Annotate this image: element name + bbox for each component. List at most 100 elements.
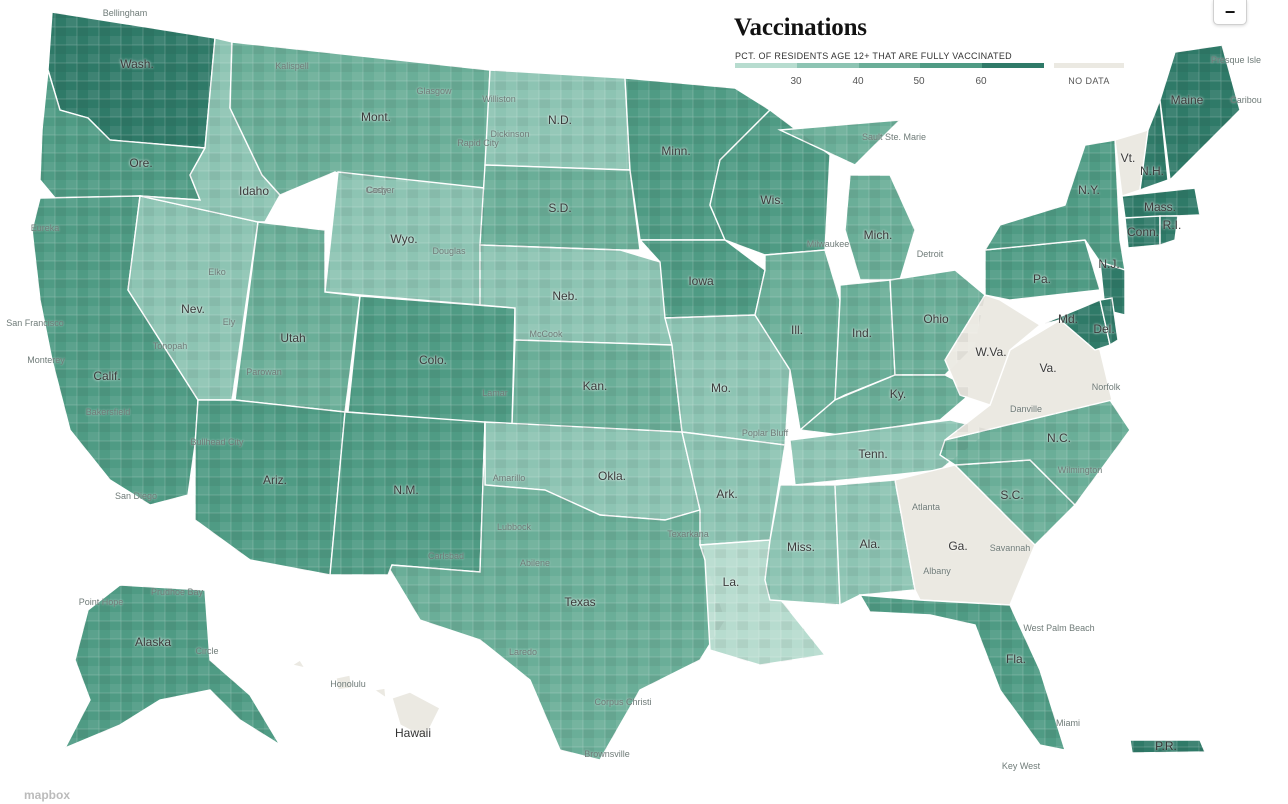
- city-label: Parowan: [246, 367, 282, 377]
- legend-swatch-0: [735, 63, 797, 68]
- state-label-ks: Kan.: [582, 379, 608, 393]
- city-label: Ely: [222, 317, 236, 327]
- state-label-fl: Fla.: [1005, 652, 1027, 666]
- city-label: Texarkana: [667, 529, 709, 539]
- city-label: Key West: [1001, 761, 1041, 771]
- state-label-de: Del.: [1093, 322, 1115, 336]
- city-label: Kalispell: [275, 61, 309, 71]
- city-label: Miami: [1056, 718, 1080, 728]
- state-label-nm: N.M.: [393, 483, 419, 497]
- city-label: McCook: [529, 329, 563, 339]
- state-label-sc: S.C.: [1000, 488, 1024, 502]
- city-label: Abilene: [519, 558, 551, 568]
- state-label-vt: Vt.: [1120, 151, 1136, 165]
- city-label: Eureka: [30, 223, 60, 233]
- state-label-nj: N.J.: [1098, 257, 1120, 271]
- city-label: Atlanta: [911, 502, 941, 512]
- city-label: Amarillo: [492, 473, 526, 483]
- city-label: Prudhoe Bay: [150, 587, 204, 597]
- city-label: West Palm Beach: [1023, 623, 1095, 633]
- state-label-ms: Miss.: [787, 540, 815, 554]
- state-label-mt: Mont.: [360, 110, 392, 124]
- state-label-nv: Nev.: [181, 302, 205, 316]
- city-label: Detroit: [916, 249, 944, 259]
- state-label-la: La.: [722, 575, 740, 589]
- city-label: San Francisco: [6, 318, 64, 328]
- state-region-ak[interactable]: [63, 584, 281, 750]
- state-label-wi: Wis.: [760, 193, 784, 207]
- state-label-ga: Ga.: [948, 539, 968, 553]
- legend-tick-30: 30: [790, 76, 802, 87]
- city-label: Savannah: [989, 543, 1031, 553]
- legend-tick-40: 40: [852, 76, 864, 87]
- city-label: Poplar Bluff: [741, 428, 789, 438]
- state-region-fl[interactable]: [858, 594, 1067, 751]
- legend-title: Vaccinations: [734, 14, 867, 41]
- zoom-out-button[interactable]: −: [1213, 0, 1247, 25]
- state-label-nd: N.D.: [548, 113, 572, 127]
- city-label: Bullhead City: [190, 437, 244, 447]
- city-label: Rapid City: [457, 138, 499, 148]
- state-region-az[interactable]: [194, 399, 346, 576]
- state-region-me[interactable]: [1159, 44, 1241, 182]
- city-label: Elko: [208, 267, 226, 277]
- no-data-label: NO DATA: [1068, 76, 1110, 86]
- state-label-ut: Utah: [280, 331, 306, 345]
- legend-swatch-2: [858, 63, 921, 68]
- state-label-me: Maine: [1170, 93, 1204, 107]
- city-label: Lubbock: [496, 522, 532, 532]
- state-label-hi: Hawaii: [394, 726, 432, 740]
- state-label-ar: Ark.: [716, 487, 738, 501]
- state-label-or: Ore.: [129, 156, 153, 170]
- state-label-wy: Wyo.: [390, 232, 418, 246]
- mapbox-logo[interactable]: mapbox: [24, 788, 71, 802]
- city-label: Honolulu: [330, 679, 366, 689]
- city-label: Williston: [482, 94, 516, 104]
- state-label-ak: Alaska: [134, 635, 172, 649]
- city-label: Laredo: [508, 647, 538, 657]
- city-label: Albany: [923, 566, 951, 576]
- city-label: Caribou: [1230, 95, 1262, 105]
- legend-tick-50: 50: [913, 76, 925, 87]
- state-label-ca: Calif.: [93, 369, 121, 383]
- city-label: San Diego: [114, 491, 158, 501]
- state-label-tx: Texas: [564, 595, 596, 609]
- state-label-sd: S.D.: [548, 201, 572, 215]
- state-label-il: Ill.: [791, 323, 803, 337]
- state-label-ct: Conn.: [1126, 225, 1160, 239]
- city-label: Casper: [365, 185, 395, 195]
- city-label: Tonopah: [152, 341, 188, 351]
- city-label: Milwaukee: [806, 239, 850, 249]
- legend: Vaccinations PCT. OF RESIDENTS AGE 12+ T…: [734, 10, 1134, 90]
- state-region-pa[interactable]: [984, 239, 1101, 301]
- no-data-swatch: [1054, 63, 1124, 68]
- city-label: Bellingham: [102, 8, 148, 18]
- state-label-ok: Okla.: [597, 469, 627, 483]
- city-label: Brownsville: [584, 749, 630, 759]
- city-label: Presque Isle: [1210, 55, 1262, 65]
- state-label-ky: Ky.: [889, 387, 907, 401]
- legend-swatch-4: [982, 63, 1044, 68]
- state-label-tn: Tenn.: [858, 447, 888, 461]
- city-label: Cody: [366, 185, 388, 195]
- city-label: Point Hope: [78, 597, 124, 607]
- city-label: Douglas: [432, 246, 466, 256]
- state-label-id: Idaho: [238, 184, 270, 198]
- state-label-ma: Mass.: [1143, 200, 1177, 214]
- state-label-va: Va.: [1039, 361, 1057, 375]
- state-label-nh: N.H.: [1140, 164, 1164, 178]
- city-label: Carlsbad: [427, 551, 465, 561]
- city-label: Glasgow: [416, 86, 452, 96]
- city-label: Bakersfield: [85, 407, 131, 417]
- legend-swatch-1: [796, 63, 859, 68]
- legend-swatch-3: [920, 63, 983, 68]
- state-label-ne: Neb.: [552, 289, 578, 303]
- city-label: Sault Ste. Marie: [861, 132, 927, 142]
- state-label-mo: Mo.: [710, 381, 732, 395]
- state-label-mi: Mich.: [863, 228, 893, 242]
- state-label-pa: Pa.: [1032, 272, 1052, 286]
- state-label-nc: N.C.: [1047, 431, 1071, 445]
- state-label-pr: P.R.: [1155, 739, 1177, 753]
- state-label-ia: Iowa: [688, 274, 714, 288]
